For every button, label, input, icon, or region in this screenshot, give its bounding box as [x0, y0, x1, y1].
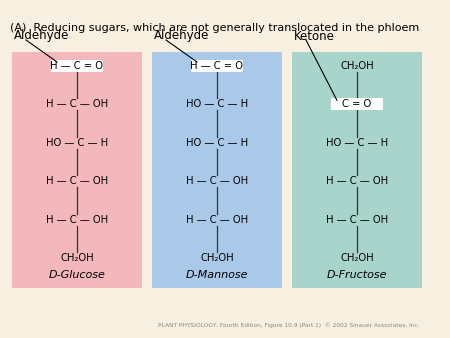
Bar	[12, 52, 142, 288]
Text: H — C — OH: H — C — OH	[46, 176, 108, 186]
Text: H — C — OH: H — C — OH	[326, 215, 388, 224]
Text: H — C — OH: H — C — OH	[186, 215, 248, 224]
Bar	[331, 98, 383, 111]
Bar	[152, 52, 282, 288]
Text: C = O: C = O	[342, 99, 372, 110]
Text: D-Mannose: D-Mannose	[186, 270, 248, 280]
Bar	[191, 60, 243, 72]
Text: (A)  Reducing sugars, which are not generally translocated in the phloem: (A) Reducing sugars, which are not gener…	[10, 23, 419, 33]
Text: HO — C — H: HO — C — H	[186, 99, 248, 110]
Text: CH₂OH: CH₂OH	[200, 253, 234, 263]
Text: HO — C — H: HO — C — H	[46, 138, 108, 148]
Text: HO — C — H: HO — C — H	[326, 138, 388, 148]
Text: H — C — OH: H — C — OH	[326, 176, 388, 186]
Text: Ketone: Ketone	[294, 29, 335, 43]
Text: D-Fructose: D-Fructose	[327, 270, 387, 280]
Text: CH₂OH: CH₂OH	[60, 253, 94, 263]
Bar	[51, 60, 103, 72]
Text: H — C = O: H — C = O	[190, 61, 243, 71]
Text: Aldehyde: Aldehyde	[154, 29, 209, 43]
Text: H — C = O: H — C = O	[50, 61, 104, 71]
Text: Aldehyde: Aldehyde	[14, 29, 69, 43]
Text: CH₂OH: CH₂OH	[340, 253, 374, 263]
Text: D-Glucose: D-Glucose	[49, 270, 105, 280]
Text: CH₂OH: CH₂OH	[340, 61, 374, 71]
Text: H — C — OH: H — C — OH	[46, 99, 108, 110]
Text: PLANT PHYSIOLOGY, Fourth Edition, Figure 10.9 (Part 1)  © 2002 Sinauer Associate: PLANT PHYSIOLOGY, Fourth Edition, Figure…	[158, 322, 420, 328]
Text: H — C — OH: H — C — OH	[186, 176, 248, 186]
Text: H — C — OH: H — C — OH	[46, 215, 108, 224]
Bar	[292, 52, 422, 288]
Text: HO — C — H: HO — C — H	[186, 138, 248, 148]
